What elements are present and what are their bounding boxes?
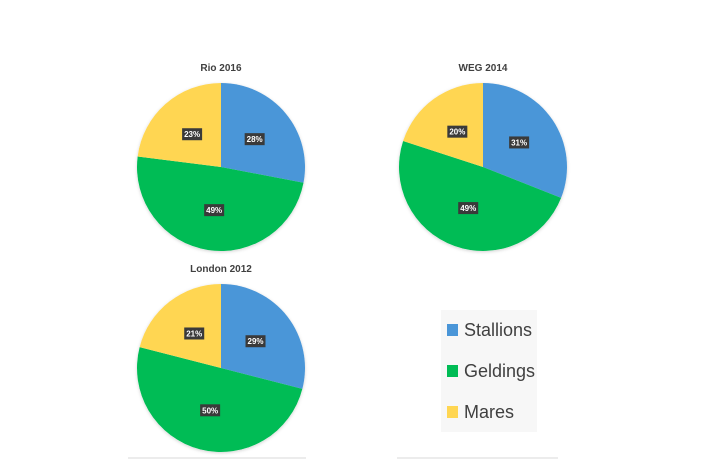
legend-item-mares: Mares [447, 400, 514, 424]
pie-london-2012: 29% 50% 21% [137, 284, 305, 452]
data-label-box [204, 204, 225, 217]
data-label-box [182, 128, 203, 141]
pie-weg-2014: 31% 49% 20% [399, 83, 567, 251]
legend-label-mares: Mares [464, 401, 515, 422]
data-label-box [458, 202, 479, 215]
pie-slice-geldings [137, 156, 304, 251]
data-label: 50% [202, 406, 218, 415]
divider-right [397, 457, 558, 459]
data-label-box [184, 327, 205, 340]
pie-slice-mares [139, 284, 221, 368]
pie-slice-mares [403, 83, 483, 167]
data-label: 20% [449, 128, 465, 137]
pie-rio-2016: 28% 49% 23% [137, 83, 305, 251]
data-label: 29% [248, 337, 264, 346]
mares-swatch-icon [447, 406, 458, 418]
legend-item-geldings: Geldings [447, 359, 535, 383]
pie-slice-mares [137, 83, 221, 167]
data-label-box [245, 335, 266, 348]
legend-label-stallions: Stallions [464, 319, 533, 340]
data-label: 23% [184, 130, 200, 139]
chart-title-weg-2014: WEG 2014 [458, 63, 508, 74]
legend-label-geldings: Geldings [464, 360, 536, 381]
data-label: 21% [186, 329, 202, 338]
data-label: 31% [511, 138, 527, 147]
legend-item-stallions: Stallions [447, 318, 532, 342]
stallions-swatch-icon [447, 324, 458, 336]
data-label: 28% [247, 135, 263, 144]
data-label-box [200, 404, 221, 417]
data-label: 49% [460, 204, 476, 213]
data-label: 49% [206, 206, 222, 215]
pie-slice-stallions [221, 83, 305, 183]
divider-left [128, 457, 306, 459]
pie-slice-geldings [399, 141, 562, 251]
chart-title-rio-2016: Rio 2016 [200, 63, 242, 74]
data-label-box [447, 125, 468, 138]
pie-slice-geldings [137, 347, 303, 452]
geldings-swatch-icon [447, 365, 458, 377]
chart-title-london-2012: London 2012 [190, 264, 252, 275]
data-label-box [244, 133, 265, 146]
legend: Stallions Geldings Mares [441, 310, 537, 432]
data-label-box [509, 136, 530, 149]
